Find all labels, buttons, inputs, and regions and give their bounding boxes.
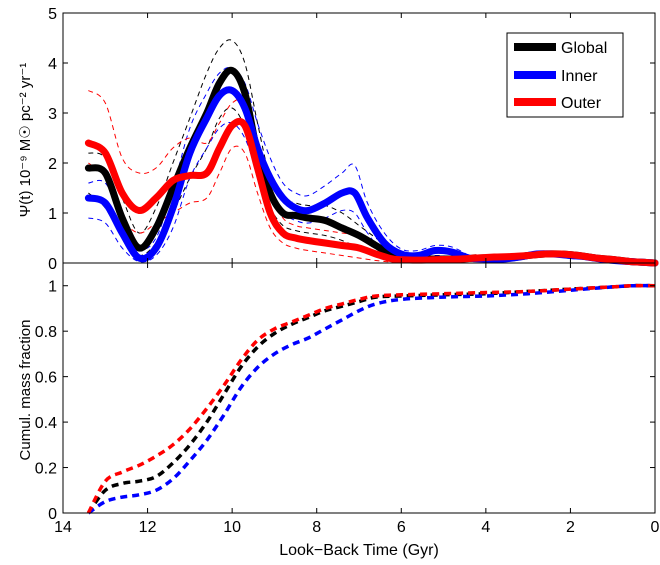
y-tick-label: 0 [48,256,57,273]
y-tick-label: 4 [48,56,57,73]
x-tick-label: 8 [312,519,321,536]
legend: Global Inner Outer [506,32,624,118]
y-tick-label: 2 [48,156,57,173]
x-axis-label: Look−Back Time (Gyr) [279,542,439,559]
y-tick-label: 0.8 [35,324,57,341]
top-y-axis-label: Ψ(t) 10⁻⁹ M☉ pc⁻² yr⁻¹ [17,63,34,218]
x-tick-labels: 14 12 10 8 6 4 2 0 [54,519,659,536]
y-tick-label: 0 [48,506,57,523]
bottom-y-tick-labels: 0 0.2 0.4 0.6 0.8 1 [35,279,57,523]
y-tick-label: 0.2 [35,461,57,478]
top-series-lines [84,66,659,267]
series-line-outer [84,117,659,267]
x-tick-label: 4 [481,519,490,536]
x-tick-label: 10 [223,519,241,536]
y-tick-label: 1 [48,206,57,223]
cumulative-line-inner [87,283,656,515]
legend-label-outer: Outer [561,95,602,112]
y-tick-label: 1 [48,279,57,296]
bottom-series-lines [86,283,656,515]
x-tick-label: 2 [566,519,575,536]
bottom-y-axis-label: Cumul. mass fraction [17,320,34,461]
legend-label-inner: Inner [561,68,598,85]
x-tick-label: 12 [139,519,157,536]
y-tick-label: 3 [48,106,57,123]
band-upper-inner [88,66,470,256]
x-tick-label: 0 [651,519,660,536]
x-tick-label: 14 [54,519,72,536]
bottom-plot-frame [62,262,656,514]
y-tick-label: 0.6 [35,370,57,387]
x-tick-label: 6 [397,519,406,536]
top-y-tick-labels: 0 1 2 3 4 5 [48,6,57,273]
top-panel: 0 1 2 3 4 5 Ψ(t) 10⁻⁹ M☉ pc⁻² yr⁻¹ Global Inn… [17,6,659,273]
y-tick-label: 5 [48,6,57,23]
legend-label-global: Global [561,40,607,57]
bottom-panel: 0 0.2 0.4 0.6 0.8 1 14 12 10 8 6 4 2 0 Cumul. mass f… [17,262,660,559]
y-tick-label: 0.4 [35,415,57,432]
